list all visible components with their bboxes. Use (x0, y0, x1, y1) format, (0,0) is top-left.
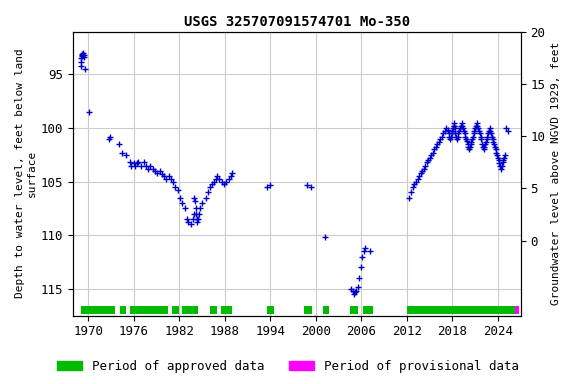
Title: USGS 325707091574701 Mo-350: USGS 325707091574701 Mo-350 (184, 15, 410, 29)
Bar (130, 306, 168, 314)
Bar (120, 306, 126, 314)
Bar (267, 306, 274, 314)
Bar (210, 306, 217, 314)
Bar (407, 306, 516, 314)
Y-axis label: Groundwater level above NGVD 1929, feet: Groundwater level above NGVD 1929, feet (551, 42, 561, 305)
Bar (363, 306, 373, 314)
Bar (81, 306, 115, 314)
Bar (172, 306, 179, 314)
Bar (350, 306, 358, 314)
Legend: Period of approved data, Period of provisional data: Period of approved data, Period of provi… (52, 355, 524, 378)
Bar (516, 306, 519, 314)
Bar (323, 306, 329, 314)
Bar (181, 306, 198, 314)
Bar (305, 306, 312, 314)
Y-axis label: Depth to water level, feet below land
surface: Depth to water level, feet below land su… (15, 49, 37, 298)
Bar (221, 306, 232, 314)
